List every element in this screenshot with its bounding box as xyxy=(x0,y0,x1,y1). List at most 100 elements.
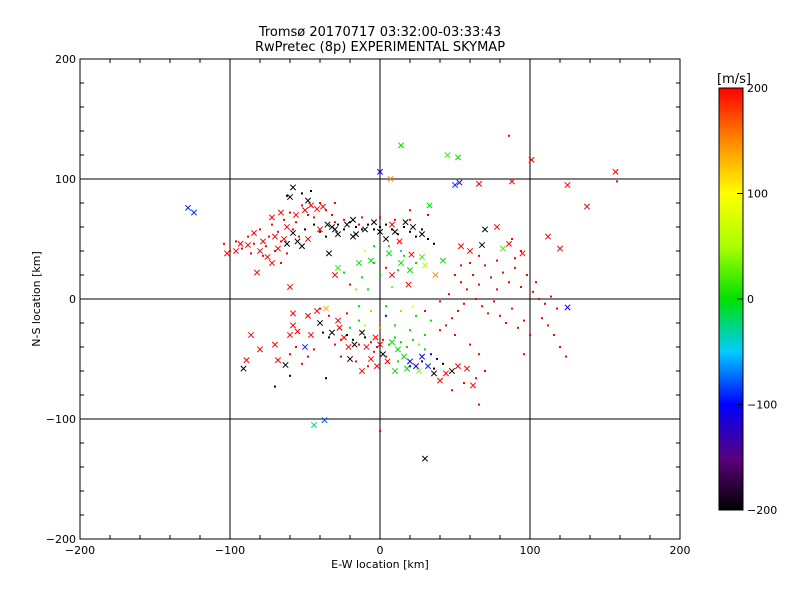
cross-point xyxy=(466,247,474,255)
cross-point xyxy=(442,370,450,377)
cross-point xyxy=(388,271,396,279)
y-tick-label: −200 xyxy=(46,533,76,546)
cross-point xyxy=(432,271,439,279)
dot-point xyxy=(346,334,348,336)
dot-point xyxy=(490,276,492,279)
dot-point xyxy=(505,322,507,324)
chart-title: Tromsø 20170717 03:32:00-03:33:43 xyxy=(258,25,501,40)
cross-point xyxy=(304,235,312,243)
cross-point xyxy=(376,341,384,348)
dot-point xyxy=(289,374,291,377)
dot-point xyxy=(475,298,477,300)
cross-point xyxy=(405,281,412,288)
colorbar-tick-label: 0 xyxy=(747,293,754,306)
dot-point xyxy=(514,266,516,269)
dot-point xyxy=(484,370,486,372)
cross-point xyxy=(292,211,300,219)
dot-point xyxy=(478,403,480,406)
dot-point xyxy=(538,298,540,300)
x-tick-label: −200 xyxy=(65,544,95,557)
cross-point xyxy=(310,421,318,429)
cross-point xyxy=(322,305,330,312)
dot-point xyxy=(448,293,450,296)
colorbar-tick-label: −100 xyxy=(747,399,777,412)
dot-point xyxy=(295,346,297,348)
cross-point xyxy=(268,214,276,221)
cross-point xyxy=(402,219,409,226)
cross-point xyxy=(313,205,321,213)
dot-point xyxy=(427,214,429,216)
dot-point xyxy=(406,346,408,348)
dot-point xyxy=(379,326,381,329)
cross-point xyxy=(426,202,433,209)
cross-point xyxy=(418,231,426,238)
dot-point xyxy=(319,202,321,204)
dot-point xyxy=(478,254,480,257)
dot-point xyxy=(400,250,402,252)
dot-point xyxy=(514,257,516,260)
dot-point xyxy=(352,338,354,341)
cross-point xyxy=(345,343,352,351)
dot-point xyxy=(409,218,411,221)
cross-point xyxy=(379,351,387,358)
dot-point xyxy=(430,353,432,356)
cross-point xyxy=(352,231,360,238)
colorbar-tick-label: 200 xyxy=(747,82,768,95)
cross-point xyxy=(454,154,462,161)
cross-point xyxy=(336,324,343,331)
dot-point xyxy=(298,235,300,238)
dot-point xyxy=(307,214,309,216)
cross-point xyxy=(394,346,402,353)
dot-point xyxy=(502,271,504,274)
x-tick-label: −100 xyxy=(215,544,245,557)
dot-point xyxy=(451,317,453,320)
cross-point xyxy=(184,204,192,211)
dot-point xyxy=(523,319,525,322)
dot-point xyxy=(478,353,480,356)
cross-point xyxy=(243,357,250,364)
cross-point xyxy=(334,317,342,324)
dot-point xyxy=(550,295,552,298)
dot-point xyxy=(358,223,360,226)
cross-point xyxy=(370,219,378,226)
cross-point xyxy=(280,235,288,243)
cross-point xyxy=(286,331,294,339)
cross-point xyxy=(424,363,432,370)
cross-point xyxy=(223,250,231,257)
cross-point xyxy=(237,240,244,247)
dot-point xyxy=(409,209,411,212)
cross-point xyxy=(271,233,279,240)
cross-point xyxy=(612,168,619,175)
dot-point xyxy=(334,343,336,346)
dot-point xyxy=(379,274,381,276)
cross-point xyxy=(298,243,306,250)
dot-point xyxy=(349,283,351,286)
dot-point xyxy=(247,235,249,238)
cross-point xyxy=(304,197,312,204)
dot-point xyxy=(343,228,345,231)
dot-point xyxy=(385,266,387,269)
cross-point xyxy=(250,229,258,237)
cross-point xyxy=(328,329,336,336)
cross-point xyxy=(391,367,399,375)
dot-point xyxy=(367,365,369,368)
dot-point xyxy=(280,240,282,243)
cross-point xyxy=(367,257,375,264)
dot-point xyxy=(367,288,369,291)
dot-point xyxy=(397,233,399,236)
dot-point xyxy=(475,377,477,380)
cross-point xyxy=(397,259,405,267)
dot-point xyxy=(466,288,468,291)
dot-point xyxy=(229,250,231,252)
dot-point xyxy=(424,334,426,336)
cross-point xyxy=(478,241,486,249)
dot-point xyxy=(358,343,360,346)
dot-point xyxy=(529,334,531,336)
cross-point xyxy=(331,271,339,279)
dot-point xyxy=(373,228,375,231)
y-axis-label: N-S location [km] xyxy=(30,251,43,347)
dot-point xyxy=(253,242,255,245)
dot-point xyxy=(289,211,291,214)
dot-point xyxy=(394,336,396,339)
cross-point xyxy=(355,259,363,267)
